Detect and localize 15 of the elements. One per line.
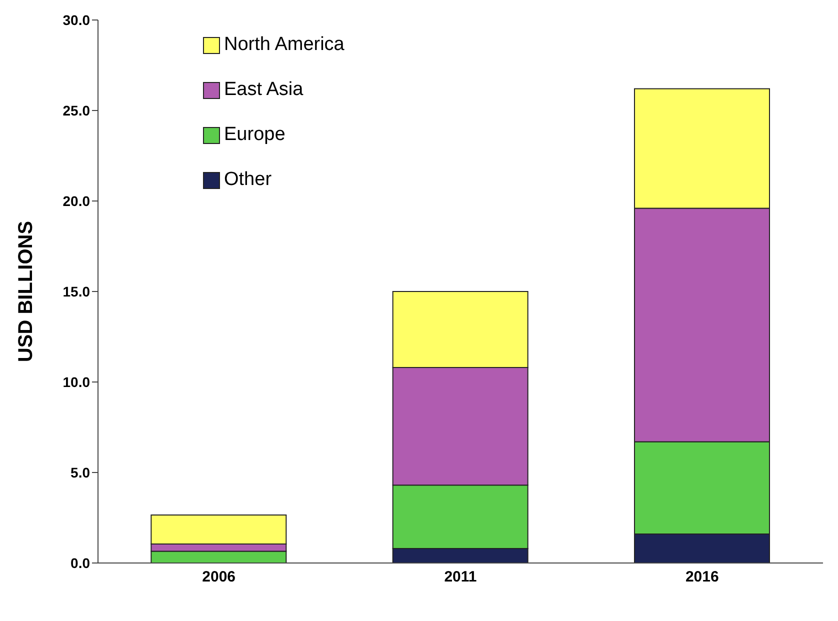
y-tick-label: 20.0	[62, 192, 90, 209]
x-tick-label: 2011	[444, 568, 477, 586]
legend-label: Europe	[224, 124, 286, 146]
y-tick-label: 5.0	[70, 464, 90, 480]
legend-label: North America	[224, 34, 344, 56]
x-tick-label: 2006	[202, 568, 236, 586]
y-tick-label: 10.0	[62, 374, 90, 390]
x-tick-label: 2016	[685, 568, 719, 586]
legend-label: Other	[224, 169, 272, 191]
y-tick-label: 15.0	[62, 283, 90, 300]
y-tick-label: 30.0	[62, 12, 90, 28]
y-tick-label: 0.0	[70, 554, 90, 571]
legend-label: East Asia	[224, 79, 304, 101]
y-tick-label: 25.0	[62, 102, 90, 118]
y-axis-title: USD BILLIONS	[15, 220, 38, 362]
